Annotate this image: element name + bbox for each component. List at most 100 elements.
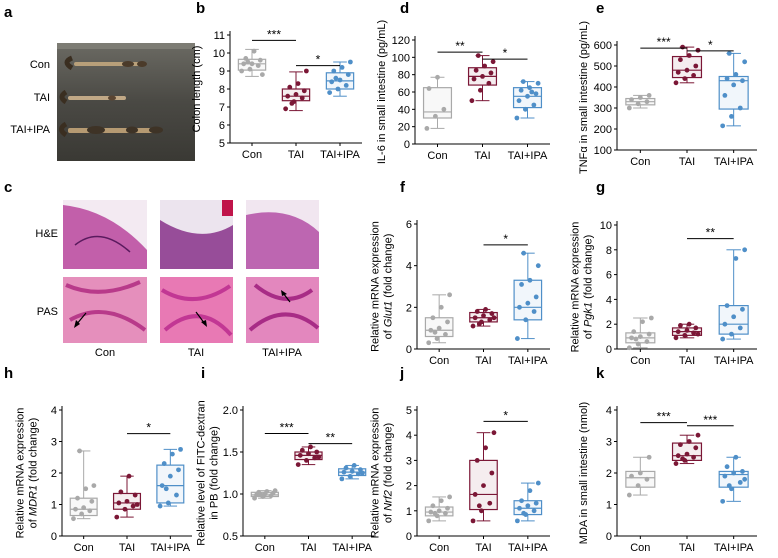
data-point <box>525 93 530 99</box>
he-tai-tissue <box>160 220 233 269</box>
data-point <box>295 462 301 467</box>
box-tai-ipa <box>325 59 355 97</box>
data-point <box>245 59 251 65</box>
data-point <box>476 321 482 327</box>
significance-label: * <box>503 408 508 422</box>
y-tick-label: 20 <box>398 122 410 134</box>
x-category-label: TAI <box>679 355 695 367</box>
y-tick-label: 0 <box>406 531 412 543</box>
data-point <box>631 329 637 335</box>
data-point <box>159 483 165 488</box>
data-point <box>490 59 496 65</box>
data-point <box>176 467 181 473</box>
data-point <box>432 510 438 516</box>
x-category-label: Con <box>630 355 650 367</box>
y-tick-label: 1 <box>406 506 412 518</box>
data-point <box>360 470 365 476</box>
box-tai <box>469 430 498 524</box>
y-tick-label: 8 <box>219 84 225 96</box>
y-tick-label: 1.5 <box>223 447 238 459</box>
data-point <box>525 503 531 509</box>
panel-a-letter: a <box>4 4 13 21</box>
data-point <box>742 476 748 482</box>
iqr-box <box>422 87 453 119</box>
data-point <box>426 340 432 346</box>
data-point <box>114 514 120 520</box>
data-point <box>479 508 484 514</box>
significance-label: *** <box>280 421 294 435</box>
data-point <box>426 86 432 91</box>
data-point <box>75 495 80 501</box>
data-point <box>680 44 686 50</box>
y-tick-label: 4 <box>51 405 57 417</box>
colon-photo <box>57 43 195 161</box>
data-point <box>693 325 699 331</box>
x-category-label: TAI+IPA <box>714 542 754 554</box>
data-point <box>126 473 132 479</box>
box-tai <box>671 432 703 466</box>
y-tick-label: 60 <box>398 87 410 99</box>
pas-tai-ipa-detail <box>248 283 320 332</box>
data-point <box>335 86 341 92</box>
y-tick-label: 120 <box>392 35 410 47</box>
data-point <box>157 503 163 509</box>
data-point <box>533 91 539 97</box>
x-category-label: TAI+IPA <box>714 355 754 367</box>
significance-label: * <box>146 421 151 435</box>
significance-label: *** <box>267 27 281 41</box>
chart-k-letter: k <box>596 365 605 382</box>
data-point <box>731 82 737 88</box>
box-tai-ipa <box>513 250 543 341</box>
data-point <box>301 88 307 94</box>
data-point <box>635 341 641 347</box>
data-point <box>733 454 739 460</box>
y-tick-label: 7 <box>219 102 225 114</box>
y-tick-label: 6 <box>219 120 225 132</box>
data-point <box>491 430 497 436</box>
data-point <box>531 102 537 108</box>
data-point <box>519 498 524 504</box>
data-point <box>673 80 679 86</box>
data-point <box>257 57 263 63</box>
y-tick-label: 80 <box>398 70 410 82</box>
data-point <box>122 506 128 512</box>
chart-b: b 5 6 7 8 9 10 11 Colon length (cm) Con TAI TAI+IPA… <box>191 0 362 161</box>
significance-label: ** <box>706 226 716 240</box>
chart-e-letter: e <box>596 0 604 17</box>
data-point <box>428 327 434 333</box>
data-point <box>519 282 524 287</box>
x-category-label: Con <box>74 542 94 554</box>
data-point <box>132 492 138 498</box>
x-category-label: TAI <box>475 542 491 554</box>
data-point <box>489 470 495 476</box>
data-point <box>644 99 650 105</box>
data-point <box>169 451 175 457</box>
data-point <box>251 48 257 54</box>
y-axis-label: Relative mRNA expressionof Nrf2 (fold ch… <box>369 408 394 539</box>
x-category-label: Con <box>242 149 262 161</box>
y-tick-label: 8 <box>606 245 612 257</box>
data-point <box>434 336 440 341</box>
y-tick-label: 0 <box>51 531 57 543</box>
box-tai-ipa <box>513 480 543 524</box>
y-axis-label: Relative level of FITC-dextranin PB (fol… <box>195 400 220 546</box>
data-point <box>720 123 726 129</box>
data-point <box>626 345 632 351</box>
x-category-label: TAI <box>300 542 316 554</box>
data-point <box>488 70 494 76</box>
data-point <box>445 319 450 325</box>
y-tick-label: 0 <box>404 139 410 151</box>
y-tick-label: 4 <box>406 261 412 273</box>
data-point <box>529 89 535 95</box>
data-point <box>531 508 537 514</box>
data-point <box>165 500 171 506</box>
y-tick-label: 6 <box>606 270 612 282</box>
x-category-label: TAI <box>474 150 490 162</box>
box-tai-ipa <box>338 463 367 482</box>
box-con <box>250 488 279 501</box>
data-point <box>522 106 528 112</box>
he-tai-mark <box>222 200 233 216</box>
y-tick-label: 2 <box>406 481 412 493</box>
x-category-label: TAI <box>679 156 695 168</box>
data-point <box>737 480 743 485</box>
